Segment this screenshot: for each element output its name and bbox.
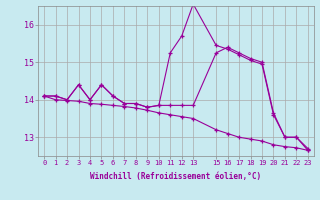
X-axis label: Windchill (Refroidissement éolien,°C): Windchill (Refroidissement éolien,°C) xyxy=(91,172,261,181)
